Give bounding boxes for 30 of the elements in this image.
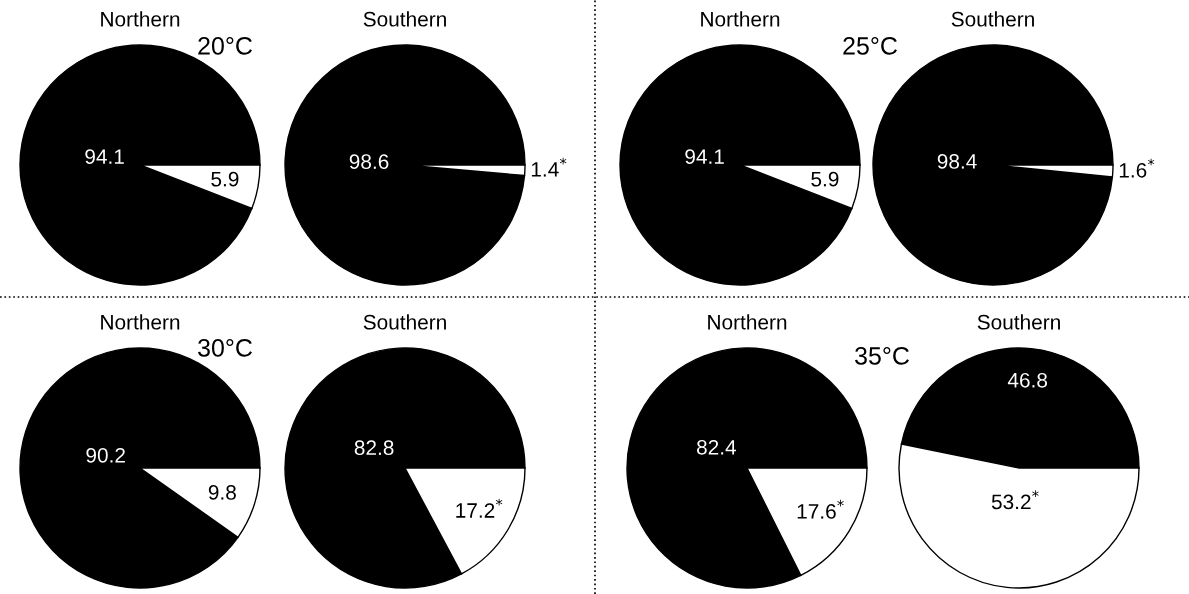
pie-slice bbox=[284, 44, 526, 286]
data-label: 9.8 bbox=[208, 485, 236, 500]
data-label: 17.2$^{*}$ bbox=[456, 498, 503, 518]
chart-title: Northern bbox=[708, 314, 787, 330]
data-label: 1.4$^{*}$ bbox=[531, 157, 567, 177]
text: 20°C bbox=[198, 37, 252, 55]
chart-title: Southern bbox=[977, 314, 1060, 330]
text: 30°C bbox=[198, 339, 252, 357]
data-label: 94.1 bbox=[685, 149, 724, 164]
data-label: 1.6$^{*}$ bbox=[1119, 158, 1155, 178]
data-label: 82.4 bbox=[697, 439, 737, 455]
text: 25°C bbox=[843, 37, 897, 55]
data-label: 98.6 bbox=[349, 154, 389, 170]
data-label: 98.4 bbox=[937, 154, 977, 169]
text: 35°C bbox=[855, 347, 909, 365]
chart-title: Southern bbox=[363, 11, 446, 27]
chart-title: Northern bbox=[701, 11, 780, 27]
chart-title: Northern bbox=[101, 314, 180, 330]
data-label: 5.9 bbox=[211, 171, 239, 187]
data-label: 90.2 bbox=[86, 447, 125, 463]
data-label: 5.9 bbox=[811, 171, 839, 187]
data-label: 94.1 bbox=[85, 149, 124, 164]
pie-slice bbox=[284, 347, 526, 589]
chart-title: Northern bbox=[101, 11, 180, 27]
data-label: 17.6$^{*}$ bbox=[797, 499, 844, 519]
chart-title: Southern bbox=[363, 314, 446, 330]
data-label: 82.8 bbox=[354, 440, 394, 456]
data-label: 46.8 bbox=[1007, 372, 1048, 388]
data-label: 53.2$^{*}$ bbox=[991, 490, 1039, 510]
chart-title: Southern bbox=[951, 11, 1034, 27]
